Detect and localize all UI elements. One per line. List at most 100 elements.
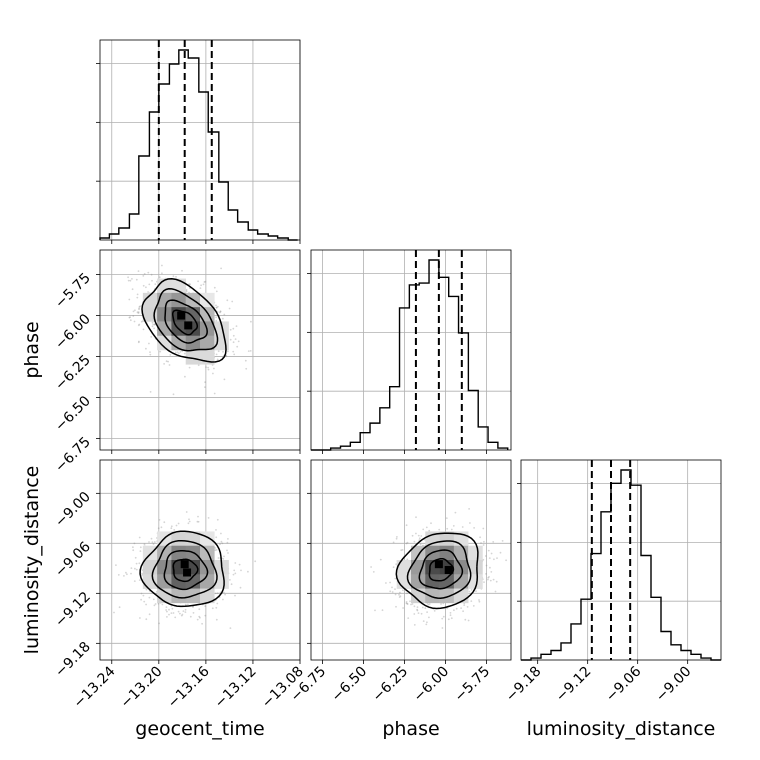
sample-point [154,283,157,285]
sample-point [449,614,452,617]
sample-point [135,278,138,281]
sample-point [115,564,117,566]
sample-point [394,593,397,596]
sample-point [413,605,416,608]
density-cell [171,588,187,604]
y-tick-label: −9.00 [52,489,94,531]
sample-point [189,283,191,286]
sample-point [461,526,464,528]
sample-point [132,310,135,313]
sample-point [234,338,237,340]
sample-point [176,351,179,354]
sample-point [492,578,495,581]
x-axis-label-luminosity-distance: luminosity_distance [527,718,716,740]
contour-line [141,278,227,363]
sample-point [234,594,236,597]
sample-point [149,391,152,393]
sample-point [420,612,423,615]
sample-point [137,341,140,344]
sample-point [204,280,207,283]
contour-line [406,540,472,599]
sample-point [129,319,132,322]
sample-point [153,541,156,543]
sample-point [145,286,147,289]
sample-point [227,552,229,554]
sample-point [151,541,154,543]
density-cell [185,531,201,547]
sample-point [215,319,218,322]
sample-point [413,624,416,626]
sample-point [226,549,228,552]
density-cell [425,588,440,604]
sample-point [240,569,242,572]
sample-point [427,603,430,606]
sample-point [197,364,200,367]
sample-point [399,591,401,594]
x-tick-label: −13.16 [165,663,213,711]
sample-point [402,589,404,592]
sample-point [419,543,422,546]
sample-point [179,351,182,353]
sample-point [244,359,247,362]
sample-point [151,325,154,328]
sample-point [196,520,199,523]
panel-background [311,250,511,450]
sample-point [381,609,384,612]
sample-point [143,273,146,275]
sample-point [220,540,223,543]
sample-point [181,613,184,616]
sample-point [467,619,470,622]
sample-point [142,594,145,597]
sample-point [215,606,218,609]
sample-point [394,588,396,590]
sample-point [406,592,408,595]
mode-marker [183,568,192,577]
panel-frame [310,459,512,661]
sample-point [488,557,491,559]
sample-point [134,567,136,570]
sample-point [450,528,453,531]
sample-point [426,621,428,624]
sample-point [235,325,238,327]
sample-point [219,310,222,313]
y-tick-label: −9.18 [52,639,94,681]
y-axis-label-luminosity-distance: luminosity_distance [21,466,43,655]
sample-point [170,612,173,614]
sample-point [133,580,136,582]
sample-point [169,354,172,356]
sample-point [151,279,153,282]
sample-point [232,341,235,344]
sample-point [153,327,155,330]
y-tick-label: −5.75 [52,270,94,312]
sample-point [219,310,222,313]
density-cell [142,292,158,308]
sample-point [446,527,449,530]
sample-point [153,323,156,326]
sample-point [158,519,161,521]
sample-point [489,566,491,569]
sample-point [229,338,232,341]
sample-point [207,366,209,369]
sample-point [131,278,133,280]
sample-point [494,590,497,593]
sample-point [150,537,153,540]
sample-point [212,372,214,375]
density-cell [185,350,201,365]
sample-point [184,375,186,378]
sample-point [229,627,232,629]
sample-point [118,606,121,609]
sample-point [131,288,134,291]
density-cell [453,574,469,589]
sample-point [145,603,147,606]
sample-point [442,615,445,618]
sample-point [188,366,191,369]
sample-point [136,296,139,299]
sample-point [137,312,140,314]
sample-point [214,549,216,552]
histogram-step [99,49,298,241]
sample-point [138,562,141,565]
sample-point [396,536,398,538]
sample-point [478,600,481,603]
sample-point [232,573,235,576]
sample-point [370,566,372,568]
